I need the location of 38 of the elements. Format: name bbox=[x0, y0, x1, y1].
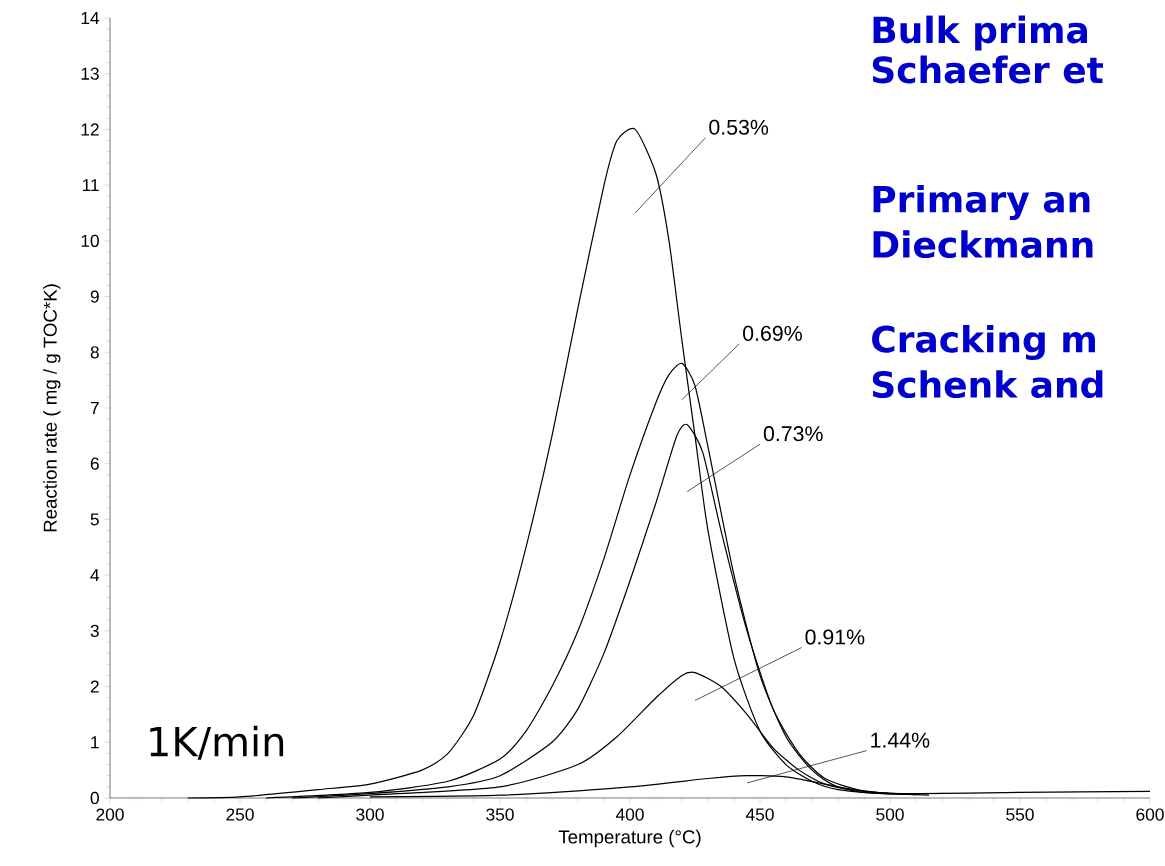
y-tick-label: 1 bbox=[91, 736, 99, 749]
y-tick-label: 2 bbox=[90, 680, 99, 693]
x-tick-label: 450 bbox=[745, 808, 774, 821]
annotation: Schenk and bbox=[872, 370, 1103, 399]
x-tick-label: 400 bbox=[615, 808, 644, 821]
y-tick-label: 12 bbox=[81, 123, 99, 136]
annotation: Dieckmann bbox=[873, 230, 1093, 259]
annotation: Bulk prima bbox=[873, 15, 1088, 51]
annotation: 1K/min bbox=[150, 725, 284, 760]
x-tick-label: 500 bbox=[876, 808, 904, 821]
annotation: Primary an bbox=[873, 184, 1090, 221]
text: 0.53% bbox=[709, 119, 769, 135]
x-tick-label: 250 bbox=[226, 808, 254, 821]
y-tick-label: 8 bbox=[90, 346, 99, 359]
text: 0.73% bbox=[763, 426, 823, 442]
y-tick-label: 4 bbox=[90, 569, 100, 582]
y-tick-label: 3 bbox=[90, 624, 99, 637]
x-axis-title: Temperature (°C) bbox=[558, 829, 701, 848]
text: 0.69% bbox=[743, 325, 802, 341]
y-tick-label: 11 bbox=[82, 179, 99, 192]
x-tick-label: 600 bbox=[1136, 808, 1164, 821]
y-tick-label: 0 bbox=[90, 791, 99, 805]
y-tick-label: 9 bbox=[90, 290, 99, 303]
y-tick-label: 14 bbox=[81, 12, 100, 24]
annotation: Schaefer et bbox=[872, 55, 1104, 84]
text: 0.91% bbox=[805, 629, 865, 645]
x-tick-label: 350 bbox=[486, 808, 514, 821]
y-tick-label: 6 bbox=[90, 457, 99, 470]
x-tick-label: 300 bbox=[356, 808, 384, 821]
x-tick-label: 200 bbox=[96, 808, 124, 821]
annotation: Cracking m bbox=[872, 324, 1095, 361]
y-axis-title: Reaction rate ( mg / g TOC*K) bbox=[43, 284, 61, 532]
text: 1.44% bbox=[871, 732, 930, 748]
y-tick-label: 10 bbox=[81, 234, 99, 247]
y-tick-label: 13 bbox=[81, 67, 99, 80]
y-tick-label: 7 bbox=[90, 402, 99, 414]
x-tick-label: 550 bbox=[1006, 808, 1034, 821]
y-tick-label: 5 bbox=[90, 513, 99, 526]
